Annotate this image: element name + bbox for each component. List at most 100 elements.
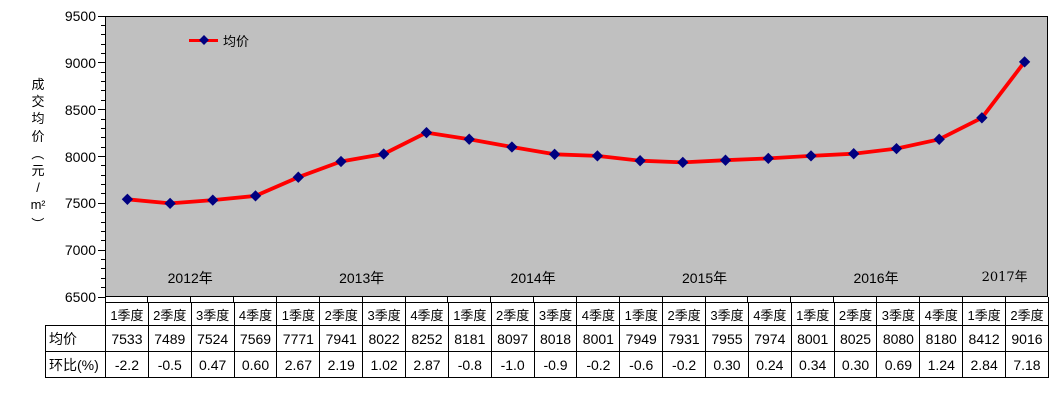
y-minor-tick (101, 212, 105, 214)
table-row-header: 均价 (45, 325, 106, 352)
data-point-marker (420, 126, 433, 139)
y-minor-tick (101, 71, 105, 73)
y-axis-title-char: （ (30, 146, 46, 160)
table-row-header: 环比(%) (45, 351, 106, 378)
data-point-marker (207, 194, 219, 206)
pct-change-cell: 0.30 (705, 351, 749, 378)
y-minor-tick (101, 268, 105, 270)
y-minor-tick (101, 52, 105, 54)
price-value-cell: 8412 (962, 325, 1007, 352)
quarter-header-cell: 1季度 (276, 302, 321, 326)
quarter-header-cell: 4季度 (233, 302, 278, 326)
pct-change-cell: 7.18 (1005, 351, 1049, 378)
data-point-marker (121, 193, 134, 205)
x-axis-tick (1047, 297, 1049, 302)
y-minor-tick (101, 99, 105, 101)
data-point-marker (677, 156, 689, 169)
y-axis-title-char: 价 (31, 128, 45, 144)
data-point-marker (890, 142, 903, 155)
price-value-cell: 7974 (747, 325, 792, 352)
year-label: 2013年 (339, 270, 385, 286)
data-point-marker (848, 148, 860, 160)
quarter-header-cell: 2季度 (1005, 302, 1049, 326)
y-minor-tick (101, 184, 105, 186)
legend-diamond-marker-icon (198, 35, 209, 45)
price-value-cell: 8018 (533, 325, 578, 352)
pct-change-cell: 2.19 (319, 351, 364, 378)
x-axis-tick (618, 297, 620, 302)
price-value-cell: 9016 (1005, 325, 1049, 352)
pct-change-cell: -0.6 (619, 351, 664, 378)
quarter-header-cell: 2季度 (662, 302, 707, 326)
x-axis-tick (147, 297, 149, 302)
data-table: 1季度 2季度 3季度 4季度 1季度 2季度 3季度 4季度 1季度 2季度 3季度 4季度 1季度 2… (45, 302, 1049, 378)
y-minor-tick (101, 221, 105, 223)
x-axis-tick (233, 297, 235, 302)
y-minor-tick (101, 90, 105, 92)
pct-change-cell: 0.60 (233, 351, 278, 378)
pct-change-cell: -0.9 (533, 351, 578, 378)
data-point-marker (634, 155, 646, 167)
quarter-header-cell: 1季度 (790, 302, 835, 326)
y-axis-title-char: 成 (31, 77, 45, 92)
data-point-marker (805, 150, 817, 162)
y-minor-tick (101, 43, 105, 45)
pct-change-cell: -0.2 (576, 351, 621, 378)
price-value-cell: 7771 (276, 325, 321, 352)
x-axis-tick (490, 297, 492, 302)
pct-change-cell: -2.2 (105, 351, 149, 378)
y-major-tick (98, 62, 105, 64)
pct-change-cell: 0.24 (747, 351, 792, 378)
x-axis-tick (833, 297, 835, 302)
x-axis-tick (961, 297, 963, 302)
price-value-cell: 8001 (576, 325, 621, 352)
quarter-header-cell: 1季度 (619, 302, 664, 326)
price-value-cell: 7489 (147, 325, 192, 352)
y-axis-tick-label: 7500 (64, 195, 96, 212)
x-axis-tick (318, 297, 320, 302)
y-axis-tick-label: 8000 (64, 148, 96, 165)
x-axis-tick (704, 297, 706, 302)
price-value-cell: 7524 (190, 325, 235, 352)
y-axis-tick-label: 6500 (64, 289, 96, 305)
quarter-header-cell: 1季度 (447, 302, 492, 326)
quarter-header-cell: 3季度 (876, 302, 921, 326)
y-axis-tick-label: 9500 (64, 8, 96, 24)
pct-change-cell: 0.34 (790, 351, 835, 378)
x-axis-tick (190, 297, 192, 302)
year-label: 2017年 (981, 270, 1028, 285)
price-value-cell: 8180 (919, 325, 964, 352)
data-point-marker (463, 133, 475, 145)
data-point-marker (506, 141, 518, 153)
x-axis-tick (747, 297, 749, 302)
x-axis-tick (790, 297, 792, 302)
data-point-marker (548, 148, 561, 160)
pct-change-cell: 0.30 (833, 351, 878, 378)
year-label: 2012年 (167, 270, 213, 286)
price-value-cell: 7941 (319, 325, 364, 352)
y-minor-tick (101, 34, 105, 36)
price-value-cell: 7931 (662, 325, 707, 352)
y-axis-title-char: 交 (31, 94, 45, 110)
y-axis-title-char: m² (30, 197, 46, 213)
y-axis-tick-label: 8500 (64, 101, 96, 118)
price-value-cell: 8022 (362, 325, 407, 352)
year-label: 2014年 (510, 270, 556, 286)
data-point-marker (591, 150, 604, 162)
price-value-cell: 8181 (447, 325, 492, 352)
x-axis-tick (533, 297, 535, 302)
quarter-header-cell: 1季度 (105, 302, 149, 326)
y-minor-tick (101, 137, 105, 139)
pct-change-cell: -0.2 (662, 351, 707, 378)
y-minor-tick (101, 240, 105, 242)
legend-entry-label: 均价 (223, 33, 250, 49)
y-axis-title-char: ） (30, 216, 46, 230)
quarter-header-cell: 2季度 (490, 302, 535, 326)
y-axis-title-char: 均 (31, 111, 45, 127)
year-label: 2015年 (682, 270, 728, 286)
y-minor-tick (101, 165, 105, 167)
x-axis-tick (275, 297, 277, 302)
quarter-header-cell: 4季度 (576, 302, 621, 326)
y-minor-tick (101, 259, 105, 261)
pct-change-cell: 1.02 (362, 351, 407, 378)
